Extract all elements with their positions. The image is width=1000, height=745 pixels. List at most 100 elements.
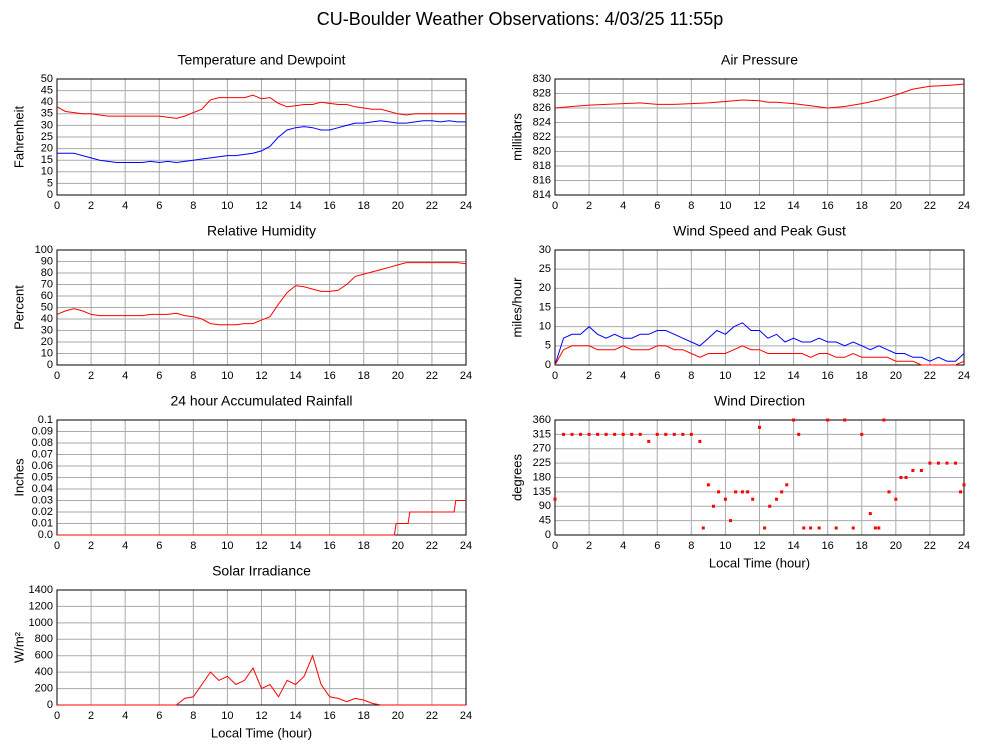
data-point: [945, 461, 949, 465]
y-tick-label: 826: [533, 102, 551, 114]
y-tick-label: 20: [539, 282, 551, 294]
x-tick-label: 10: [719, 370, 731, 382]
chart-panel: Temperature and DewpointFahrenheit051015…: [11, 52, 472, 212]
data-line: [57, 500, 466, 536]
x-tick-label: 8: [688, 370, 694, 382]
data-point: [959, 490, 963, 494]
data-point: [843, 418, 847, 422]
plot-border: [56, 589, 467, 706]
y-tick-label: 0.01: [32, 517, 53, 529]
x-tick-label: 18: [856, 370, 868, 382]
data-point: [638, 432, 642, 436]
y-tick-label: 0.05: [32, 471, 53, 483]
data-point: [792, 418, 796, 422]
x-tick-label: 10: [719, 200, 731, 212]
data-point: [740, 490, 744, 494]
chart-title: Wind Speed and Peak Gust: [673, 223, 846, 239]
y-axis-label: Fahrenheit: [11, 106, 26, 169]
x-tick-label: 8: [688, 200, 694, 212]
data-point: [698, 439, 702, 443]
x-tick-label: 12: [753, 200, 765, 212]
y-tick-label: 10: [539, 321, 551, 333]
x-tick-label: 10: [719, 540, 731, 552]
y-tick-label: 40: [41, 313, 53, 325]
y-tick-label: 360: [533, 414, 551, 426]
x-tick-label: 2: [88, 710, 94, 722]
x-tick-label: 12: [753, 540, 765, 552]
data-point: [706, 483, 710, 487]
x-tick-label: 14: [289, 540, 301, 552]
y-tick-label: 135: [533, 486, 551, 498]
y-tick-label: 0.04: [32, 483, 53, 495]
y-tick-label: 820: [533, 145, 551, 157]
y-tick-label: 30: [41, 324, 53, 336]
x-tick-label: 18: [856, 200, 868, 212]
y-tick-label: 400: [35, 666, 53, 678]
data-point: [851, 526, 855, 530]
data-point: [689, 432, 693, 436]
x-tick-label: 4: [122, 710, 128, 722]
y-tick-label: 15: [539, 301, 551, 313]
x-tick-label: 2: [88, 370, 94, 382]
y-tick-label: 35: [41, 108, 53, 120]
chart-title: Wind Direction: [714, 393, 805, 409]
x-tick-label: 24: [958, 200, 970, 212]
data-point: [768, 504, 772, 508]
y-axis-label: millibars: [509, 113, 524, 161]
data-line: [56, 94, 466, 119]
y-tick-label: 0: [545, 529, 551, 541]
x-tick-label: 4: [122, 540, 128, 552]
x-tick-label: 6: [156, 370, 162, 382]
y-tick-label: 50: [41, 301, 53, 313]
data-point: [655, 432, 659, 436]
y-tick-label: 80: [41, 267, 53, 279]
y-tick-label: 10: [41, 347, 53, 359]
data-point: [630, 432, 634, 436]
chart-title: 24 hour Accumulated Rainfall: [170, 393, 352, 409]
x-tick-label: 16: [822, 540, 834, 552]
data-point: [904, 476, 908, 479]
data-point: [758, 425, 761, 429]
data-point: [817, 526, 821, 530]
plot-border: [56, 78, 467, 196]
x-tick-label: 2: [88, 200, 94, 212]
x-tick-label: 6: [654, 200, 660, 212]
x-tick-label: 14: [289, 200, 301, 212]
x-tick-label: 22: [426, 200, 438, 212]
x-tick-label: 12: [255, 540, 267, 552]
y-tick-label: 0.03: [32, 494, 53, 506]
data-point: [553, 497, 557, 501]
chart-panel: Wind Direction degrees Local Time (hour) 0 4…: [509, 393, 970, 571]
x-tick-label: 20: [392, 540, 404, 552]
y-tick-label: 800: [35, 633, 53, 645]
data-point: [919, 468, 923, 472]
y-tick-label: 315: [533, 428, 551, 440]
data-point: [729, 519, 733, 523]
x-tick-label: 12: [255, 200, 267, 212]
y-tick-label: 5: [47, 177, 53, 189]
chart-panel: 24 hour Accumulated RainfallInches0.00.0…: [11, 393, 472, 552]
data-point: [672, 432, 676, 436]
y-tick-label: 0.1: [38, 414, 53, 426]
x-axis-label: Local Time (hour): [709, 555, 810, 570]
y-tick-label: 0.09: [32, 425, 53, 437]
x-tick-label: 6: [156, 710, 162, 722]
y-tick-label: 90: [41, 255, 53, 267]
x-tick-label: 14: [787, 200, 799, 212]
x-tick-label: 24: [958, 370, 970, 382]
x-tick-label: 20: [392, 200, 404, 212]
data-point: [877, 526, 881, 530]
data-point: [587, 432, 591, 436]
x-tick-label: 16: [822, 370, 834, 382]
data-point: [613, 432, 617, 436]
x-tick-label: 4: [620, 370, 626, 382]
x-tick-label: 2: [586, 200, 592, 212]
x-tick-label: 4: [122, 200, 128, 212]
data-point: [780, 490, 784, 494]
x-tick-label: 12: [255, 710, 267, 722]
y-tick-label: 830: [533, 73, 551, 85]
x-tick-label: 24: [460, 370, 472, 382]
y-tick-label: 180: [533, 471, 551, 483]
chart-title: Air Pressure: [721, 52, 798, 68]
